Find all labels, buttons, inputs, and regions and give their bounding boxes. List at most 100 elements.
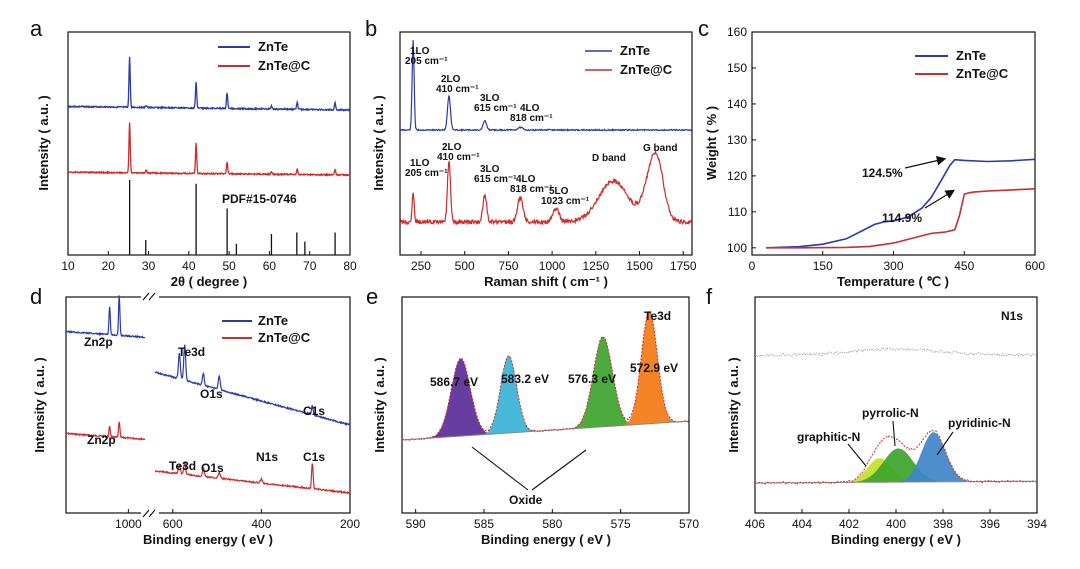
x-tick-label: 600 [1025,259,1045,273]
legend-label-znte-c: ZnTe@C [258,58,311,73]
peak-label-586-7: 586.7 eV [430,375,478,389]
panel-letter-a: a [30,16,43,41]
x-tick-label: 575 [611,517,631,531]
fit-envelope [754,429,1036,485]
series-line-znte-high [154,344,351,427]
x-tick-label: 396 [980,517,1000,531]
annotation-znte-c-3lo: 3LO 615 cm⁻¹ [474,164,517,185]
fit-envelope [401,311,689,441]
x-tick-label: 580 [542,517,562,531]
y-axis-label: Intensity ( a.u. ) [36,95,51,190]
y-axis-label: Weight ( % ) [704,106,719,180]
legend-label-znte: ZnTe [258,39,288,54]
plot-frame-e [401,296,690,514]
panel-b: b 250 500 750 1000 1250 1500 1750 ZnTe ZnTe@C … [365,16,697,289]
axis-break-mark-bottom [142,509,156,518]
component-peak [460,355,557,437]
x-tick-label: 570 [679,517,699,531]
annotation-zn2p-znte: Zn2p [84,335,113,349]
legend-label-znte: ZnTe [258,313,288,328]
series-line-znte-c [67,122,351,177]
fit-components [827,432,986,483]
annotation-c1s-znte-c: C1s [303,450,325,464]
annotation-znte-c-4lo: 4LO 818 cm⁻¹ [510,174,553,195]
y-axis-label: Intensity ( a.u. ) [372,357,387,452]
x-tick-label: 750 [498,259,518,273]
peak-label-583-2: 583.2 eV [501,372,549,386]
pointer-graphitic-n [847,443,867,467]
panel-letter-f: f [706,284,713,309]
y-axis-label: Intensity ( a.u. ) [726,357,741,452]
x-tick-label: 150 [813,259,833,273]
y-tick-label: 140 [727,97,747,111]
plot-frame-a [67,31,351,256]
series-line-znte-c [399,149,693,226]
legend-label-znte-c: ZnTe@C [258,330,311,345]
annotation-znte-3lo: 3LO 615 cm⁻¹ [474,93,517,114]
background-line [755,480,1036,484]
series-line-znte [67,56,351,112]
y-axis-label: Intensity ( a.u. ) [371,95,386,190]
peak-label-576-3: 576.3 eV [568,372,616,386]
component-peak [601,311,698,427]
annotation-c1s-znte: C1s [303,404,325,418]
legend-label-znte-c: ZnTe@C [956,66,1009,81]
x-tick-label: 394 [1027,517,1047,531]
series-line-znte-low [65,295,145,339]
x-tick-label: 1750 [670,259,697,273]
arrow-124-5 [904,155,947,169]
x-ticks: 590 585 580 575 570 [406,509,699,531]
x-tick-label: 402 [839,517,859,531]
x-axis-label: 2θ ( degree ) [171,274,247,289]
annotation-114-9: 114.9% [882,211,922,225]
plot-frame-d [65,296,351,514]
oxide-pointer-left [471,446,529,491]
peak-annotations: 1LO 205 cm⁻¹ 2LO 410 cm⁻¹ 3LO 615 cm⁻¹ 4LO 8… [405,46,677,207]
annotation-znte-c-1lo: 1LO 205 cm⁻¹ [405,158,448,179]
plot-frame-b [399,31,693,256]
x-tick-label: 450 [954,259,974,273]
x-tick-label: 50 [222,259,236,273]
x-tick-label: 404 [792,517,812,531]
x-tick-label: 500 [455,259,475,273]
x-tick-label: 10 [61,259,75,273]
annotation-te3d-znte: Te3d [178,345,205,359]
x-tick-label: 200 [340,517,360,531]
x-axis-label: Raman shift ( cm⁻¹ ) [484,274,608,289]
annotation-g-band: G band [643,143,677,154]
panel-letter-d: d [30,284,42,309]
annotation-o1s-znte-c: O1s [201,461,224,475]
component-peak [412,358,509,440]
y-tick-label: 150 [727,61,747,75]
fit-components [412,311,698,440]
panel-e: e 590 585 580 575 570 Te3d 586.7 eV 583.2 eV… [366,284,699,547]
x-tick-label: 80 [343,259,357,273]
axis-break-bottom [141,508,159,518]
x-ticks: 1000 600 400 200 [115,509,360,531]
x-ticks: 0 150 300 450 600 [749,251,1045,273]
legend-label-znte: ZnTe [620,43,650,58]
legend: ZnTe ZnTe@C [915,48,1009,81]
x-ticks: 250 500 750 1000 1250 1500 1750 [411,251,697,273]
legend: ZnTe ZnTe@C [222,313,311,345]
component-peak [555,336,651,430]
x-tick-label: 1250 [582,259,609,273]
x-axis-label: Binding energy ( eV ) [143,532,273,547]
y-tick-label: 160 [727,25,747,39]
component-label-pyridinic-n: pyridinic-N [948,416,1011,430]
x-axis-label: Temperature ( ℃ ) [837,274,949,289]
panel-letter-c: c [698,16,709,41]
x-tick-label: 300 [883,259,903,273]
x-tick-label: 406 [745,517,765,531]
y-ticks: 100 110 120 130 140 150 160 [727,25,756,255]
x-tick-label: 585 [474,517,494,531]
panel-d: d 1000 600 400 200 ZnTe ZnTe@C Zn2p Te3d O1… [30,284,360,547]
y-tick-label: 120 [727,169,747,183]
x-tick-label: 1000 [115,517,142,531]
y-tick-label: 100 [727,241,747,255]
annotation-o1s-znte: O1s [200,387,223,401]
component-label-graphitic-n: graphitic-N [797,430,860,444]
axis-break-mark-top [142,292,156,301]
legend-label-znte: ZnTe [956,48,986,63]
